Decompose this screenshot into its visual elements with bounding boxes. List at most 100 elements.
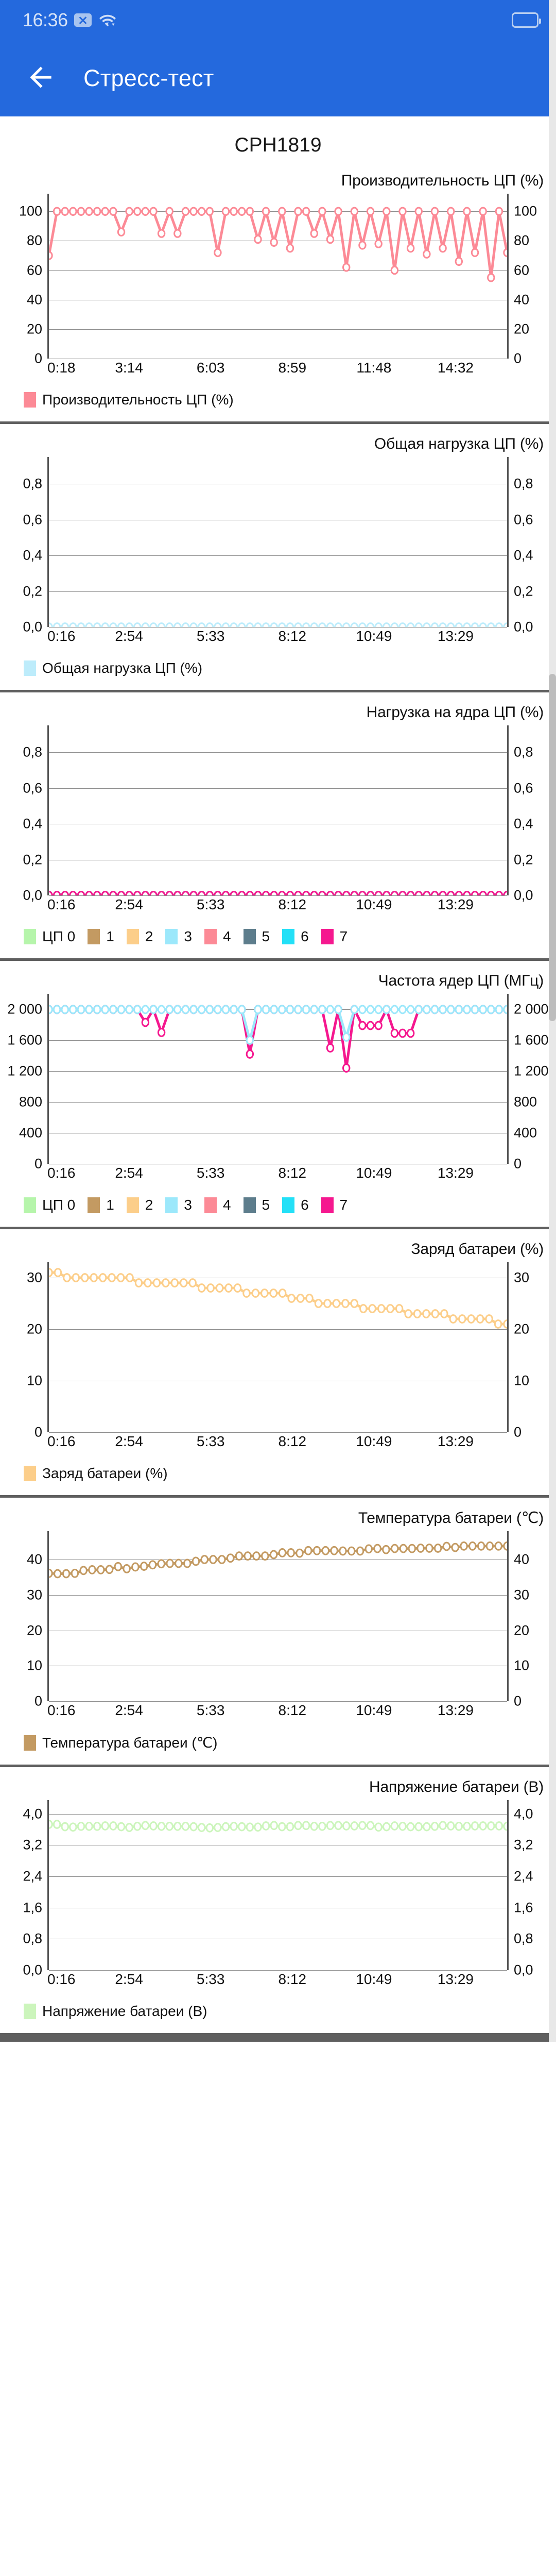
series-point — [176, 1560, 182, 1567]
series-point — [287, 623, 293, 627]
series-point — [171, 1279, 178, 1287]
series-point — [367, 1822, 373, 1829]
y-axis-tick-label: 0,0 — [23, 1962, 42, 1978]
legend-item[interactable]: 4 — [204, 1197, 231, 1213]
series-line — [49, 211, 507, 278]
wifi-icon — [98, 12, 117, 28]
series-point — [190, 1006, 197, 1013]
legend-item[interactable]: 7 — [321, 1197, 348, 1213]
series-point — [110, 208, 116, 215]
y-axis-tick-label: 60 — [514, 262, 530, 278]
x-axis-tick-label: 2:54 — [115, 1165, 143, 1181]
series-point — [315, 1300, 321, 1308]
legend-swatch-icon — [282, 929, 295, 944]
legend-item[interactable]: 5 — [243, 928, 270, 945]
y-axis-tick-label: 0,8 — [514, 744, 533, 760]
legend-item[interactable]: 6 — [282, 928, 309, 945]
series-point — [198, 208, 204, 215]
x-axis: 0:18 3:14 6:03 8:59 11:48 14:32 — [47, 359, 509, 382]
x-axis-tick-label: 2:54 — [115, 628, 143, 644]
legend-item[interactable]: ЦП 0 — [24, 1197, 75, 1213]
legend-item[interactable]: Заряд батареи (%) — [24, 1465, 168, 1482]
series-point — [142, 623, 148, 627]
legend-item[interactable]: 5 — [243, 1197, 270, 1213]
legend-swatch-icon — [126, 929, 139, 944]
series-point — [472, 1822, 478, 1830]
series-point — [327, 1822, 333, 1829]
series-point — [231, 208, 237, 215]
y-axis-tick-label: 0 — [514, 350, 522, 366]
back-arrow-icon[interactable] — [25, 61, 57, 96]
legend-item[interactable]: 2 — [126, 1197, 153, 1213]
legend-item[interactable]: 4 — [204, 928, 231, 945]
y-axis-tick-label: 0,2 — [23, 583, 42, 599]
series-point — [124, 1565, 130, 1572]
legend-label: 7 — [339, 928, 348, 944]
series-point — [78, 623, 84, 627]
series-point — [263, 208, 269, 215]
series-point — [206, 1824, 213, 1832]
series-point — [49, 252, 52, 259]
series-point — [426, 1545, 432, 1552]
series-point — [253, 1552, 259, 1560]
legend-item[interactable]: 1 — [88, 1197, 114, 1213]
series-point — [447, 1006, 454, 1013]
scrollbar-thumb[interactable] — [549, 674, 556, 1021]
series-point — [431, 1006, 438, 1013]
plot-area: 0,0 0,8 1,6 2,4 3,2 4,0 0,0 0,8 1,6 2,4 3,2 4,0 — [0, 1800, 556, 1978]
series-point — [391, 266, 397, 274]
legend-swatch-icon — [282, 1197, 295, 1213]
legend-swatch-icon — [88, 1197, 100, 1213]
series-point — [443, 1543, 449, 1550]
series-point — [367, 892, 373, 895]
legend-label: 5 — [262, 928, 270, 944]
legend-item[interactable]: 1 — [88, 928, 114, 945]
y-axis-tick-label: 20 — [26, 1321, 42, 1337]
y-axis-right: 0 400 800 1 200 1 600 2 000 — [509, 994, 556, 1172]
series-point — [431, 892, 438, 895]
y-axis-tick-label: 0,8 — [23, 476, 42, 492]
gridline — [49, 270, 507, 271]
legend-item[interactable]: 2 — [126, 928, 153, 945]
series-point — [142, 208, 148, 215]
y-axis-tick-label: 800 — [19, 1094, 42, 1110]
series-point — [158, 1822, 164, 1830]
x-axis: 0:16 2:54 5:33 8:12 10:49 13:29 — [47, 895, 509, 919]
series-point — [239, 208, 245, 215]
charts-container: Производительность ЦП (%) 0 20 40 60 80 100 0 20… — [0, 161, 556, 2036]
legend-item[interactable]: 6 — [282, 1197, 309, 1213]
legend-item[interactable]: Общая нагрузка ЦП (%) — [24, 660, 202, 676]
x-axis-tick-label: 14:32 — [437, 360, 474, 376]
scrollbar-track[interactable] — [549, 0, 556, 2042]
series-point — [279, 623, 285, 627]
legend-item[interactable]: Температура батареи (℃) — [24, 1734, 217, 1751]
series-point — [134, 623, 141, 627]
series-point — [239, 1006, 245, 1013]
legend-item[interactable]: Производительность ЦП (%) — [24, 392, 234, 408]
series-point — [359, 1006, 366, 1013]
series-point — [391, 1822, 397, 1830]
chart-legend: Производительность ЦП (%) — [0, 382, 556, 419]
series-point — [132, 1563, 138, 1571]
series-point — [440, 623, 446, 627]
series-point — [150, 1822, 157, 1830]
legend-item[interactable]: 3 — [165, 1197, 192, 1213]
series-point — [391, 1545, 397, 1552]
series-point — [319, 1006, 325, 1013]
chart-section-cpu-performance: Производительность ЦП (%) 0 20 40 60 80 100 0 20… — [0, 161, 556, 424]
legend-item[interactable]: Напряжение батареи (В) — [24, 2003, 207, 2020]
series-point — [349, 1547, 355, 1555]
legend-item[interactable]: 3 — [165, 928, 192, 945]
legend-item[interactable]: ЦП 0 — [24, 928, 75, 945]
series-point — [472, 249, 478, 256]
legend-swatch-icon — [24, 392, 36, 408]
series-point — [480, 1822, 486, 1830]
plot-canvas — [47, 1800, 509, 1971]
legend-item[interactable]: 7 — [321, 928, 348, 945]
x-axis-tick-label: 13:29 — [437, 896, 474, 912]
series-point — [110, 1822, 116, 1830]
series-point — [495, 1320, 501, 1328]
series-point — [319, 892, 325, 895]
series-point — [216, 1284, 222, 1292]
series-point — [215, 892, 221, 895]
